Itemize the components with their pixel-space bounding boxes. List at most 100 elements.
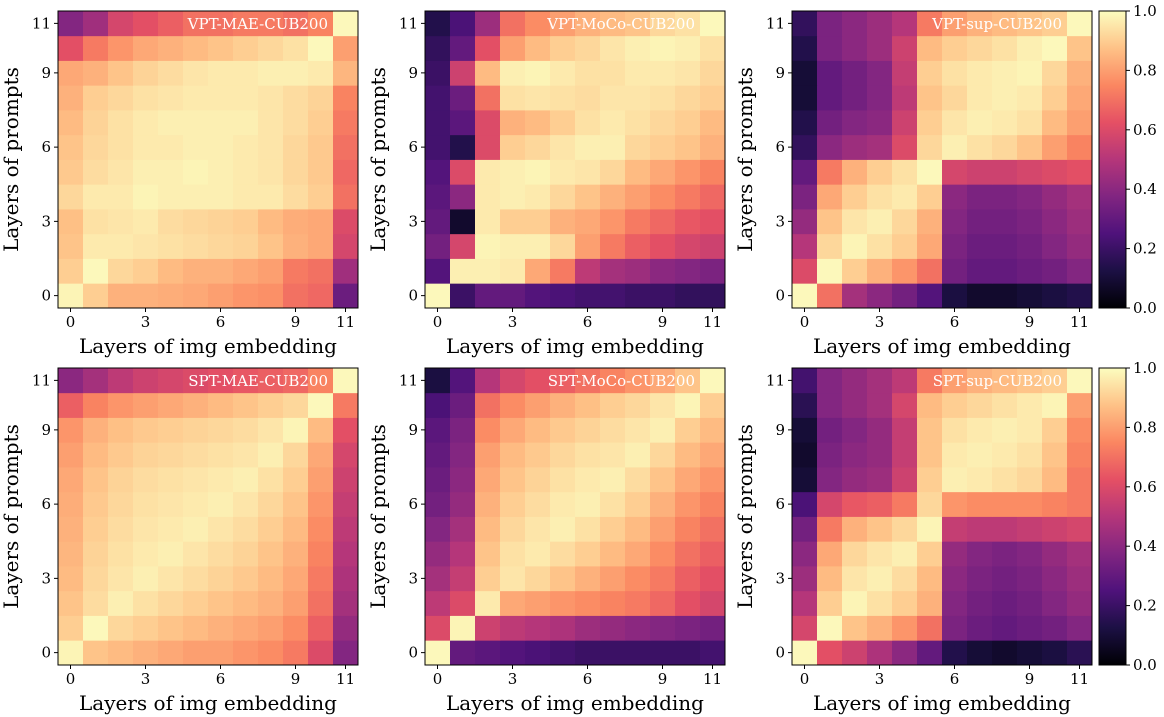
heatmap-cell xyxy=(83,11,109,37)
heatmap-cell xyxy=(500,11,526,37)
heatmap-cell xyxy=(575,60,601,86)
x-tick-label: 3 xyxy=(141,670,151,688)
x-tick-label: 11 xyxy=(703,670,722,688)
x-tick-label: 9 xyxy=(1025,670,1035,688)
heatmap-cell xyxy=(425,283,451,309)
heatmap-cell xyxy=(108,442,134,468)
heatmap-cell xyxy=(58,615,84,641)
heatmap-cell xyxy=(108,159,134,185)
heatmap-cell xyxy=(550,516,576,542)
heatmap-cell xyxy=(1017,516,1043,542)
heatmap-cell xyxy=(108,233,134,259)
heatmap-cell xyxy=(575,615,601,641)
heatmap-cell xyxy=(1042,368,1068,394)
heatmap-cell xyxy=(1017,184,1043,210)
x-tick-label: 11 xyxy=(336,670,355,688)
heatmap-cell xyxy=(133,417,159,443)
heatmap-cell xyxy=(867,417,893,443)
heatmap-cell xyxy=(792,640,818,666)
heatmap-cell xyxy=(600,35,626,61)
heatmap-cell xyxy=(333,184,359,210)
heatmap-cell xyxy=(1042,159,1068,185)
heatmap-cell xyxy=(792,110,818,136)
heatmap-cell xyxy=(1067,442,1093,468)
heatmap-cell xyxy=(600,85,626,111)
heatmap-cell xyxy=(1042,640,1068,666)
heatmap-cell xyxy=(1067,85,1093,111)
heatmap-cell xyxy=(817,392,843,418)
x-tick-label: 11 xyxy=(703,313,722,331)
heatmap-cell xyxy=(867,233,893,259)
heatmap-cell xyxy=(1042,35,1068,61)
heatmap-cell xyxy=(942,541,968,567)
heatmap-cell xyxy=(500,640,526,666)
heatmap-cell xyxy=(1017,442,1043,468)
heatmap-cell xyxy=(550,11,576,37)
heatmap-cell xyxy=(158,640,184,666)
heatmap-cell xyxy=(258,258,284,284)
heatmap-cell xyxy=(892,467,918,493)
heatmap-cell xyxy=(942,283,968,309)
colorbar-tick-label: 0.6 xyxy=(1133,478,1157,496)
heatmap-cell xyxy=(792,159,818,185)
heatmap-cell xyxy=(967,258,993,284)
heatmap-cell xyxy=(333,516,359,542)
heatmap-cell xyxy=(550,417,576,443)
heatmap-cell xyxy=(917,209,943,235)
heatmap-cell xyxy=(1042,516,1068,542)
heatmap-cell xyxy=(500,184,526,210)
heatmap-cell xyxy=(842,417,868,443)
heatmap-cell xyxy=(675,258,701,284)
heatmap-cell xyxy=(475,590,501,616)
heatmap-cell xyxy=(550,640,576,666)
heatmap-cell xyxy=(58,11,84,37)
heatmap-cell xyxy=(992,283,1018,309)
heatmap-cell xyxy=(450,159,476,185)
heatmap-cell xyxy=(158,184,184,210)
plot-frame xyxy=(791,367,1093,666)
panel-title: VPT-MAE-CUB200 xyxy=(187,15,328,33)
heatmap-cell xyxy=(700,85,726,111)
heatmap-cell xyxy=(425,85,451,111)
heatmap-cell xyxy=(283,491,309,517)
heatmap-cell xyxy=(817,566,843,592)
heatmap-cell xyxy=(258,640,284,666)
heatmap-cell xyxy=(525,85,551,111)
heatmap-cell xyxy=(425,60,451,86)
heatmap-cell xyxy=(475,283,501,309)
heatmap-cell xyxy=(208,110,234,136)
heatmap-cell xyxy=(575,184,601,210)
panel-title: VPT-sup-CUB200 xyxy=(931,15,1062,33)
heatmap-cell xyxy=(525,541,551,567)
heatmap-cell xyxy=(208,209,234,235)
heatmap-cell xyxy=(992,516,1018,542)
heatmap-cell xyxy=(675,392,701,418)
heatmap-cell xyxy=(842,615,868,641)
heatmap-cell xyxy=(700,134,726,160)
heatmap-cell xyxy=(58,590,84,616)
heatmap-cell xyxy=(475,209,501,235)
heatmap-cell xyxy=(867,615,893,641)
heatmap-cell xyxy=(525,566,551,592)
heatmap-cell xyxy=(425,368,451,394)
heatmap-cell xyxy=(1067,541,1093,567)
heatmap-cell xyxy=(575,491,601,517)
y-tick-label: 11 xyxy=(766,371,785,389)
heatmap-cell xyxy=(625,209,651,235)
heatmap-cell xyxy=(817,417,843,443)
heatmap-cell xyxy=(450,541,476,567)
heatmap-cell xyxy=(525,516,551,542)
heatmap-cell xyxy=(133,467,159,493)
heatmap-cell xyxy=(208,368,234,394)
heatmap-cell xyxy=(675,85,701,111)
heatmap-cell xyxy=(83,258,109,284)
heatmap-cell xyxy=(992,368,1018,394)
heatmap-cell xyxy=(58,110,84,136)
heatmap-cell xyxy=(1017,491,1043,517)
heatmap-cell xyxy=(867,467,893,493)
heatmap-cell xyxy=(817,258,843,284)
heatmap-cell xyxy=(892,516,918,542)
heatmap-cell xyxy=(83,209,109,235)
heatmap-cell xyxy=(183,60,209,86)
heatmap-cell xyxy=(475,110,501,136)
